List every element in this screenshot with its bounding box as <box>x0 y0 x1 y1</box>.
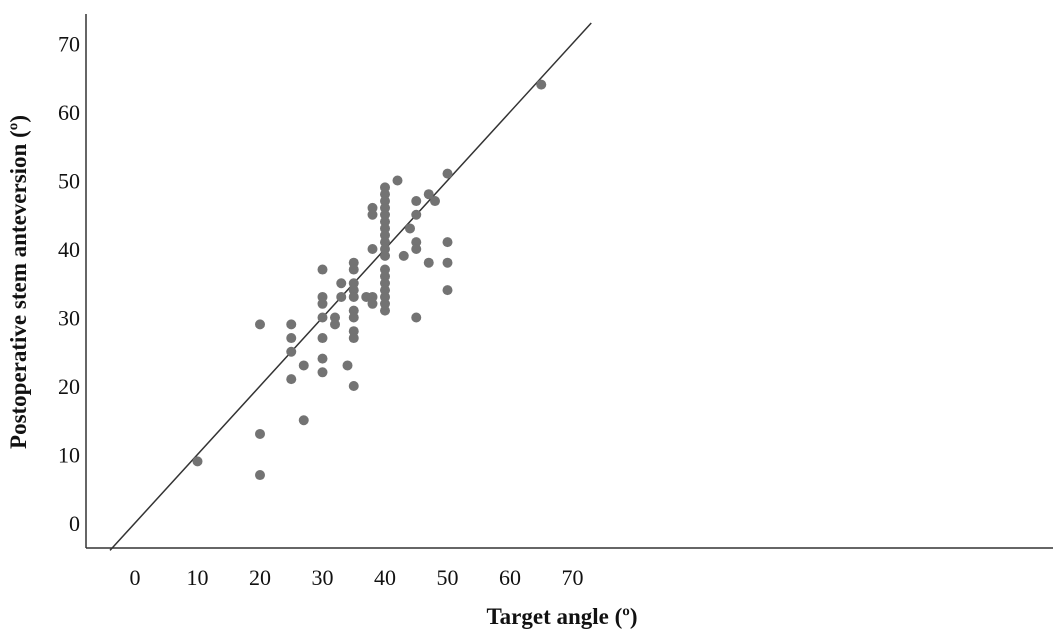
x-tick-label: 30 <box>312 565 334 590</box>
data-point <box>330 312 340 323</box>
data-point <box>336 291 347 302</box>
data-point <box>442 285 453 296</box>
data-point <box>380 230 390 241</box>
data-point <box>317 291 328 302</box>
x-tick-label: 50 <box>437 565 459 590</box>
data-point <box>317 264 328 275</box>
x-tick-label: 40 <box>374 565 396 590</box>
x-tick-label: 0 <box>130 565 141 590</box>
data-point <box>405 223 415 234</box>
data-point <box>317 367 328 378</box>
y-tick-label: 20 <box>58 374 80 399</box>
data-point <box>380 209 390 220</box>
data-point <box>348 333 359 344</box>
data-point <box>367 209 378 220</box>
data-point <box>411 209 422 220</box>
data-point <box>317 353 328 364</box>
x-tick-label: 20 <box>249 565 271 590</box>
data-point <box>380 298 390 309</box>
data-point <box>380 285 390 296</box>
data-point <box>348 291 359 302</box>
y-tick-label: 0 <box>69 511 80 536</box>
data-point <box>367 202 378 213</box>
data-points <box>192 79 547 481</box>
data-point <box>411 196 422 207</box>
x-tick-label: 70 <box>562 565 584 590</box>
data-point <box>348 257 359 268</box>
y-tick-label: 60 <box>58 100 80 125</box>
y-tick-label: 70 <box>58 32 80 57</box>
data-point <box>342 360 353 371</box>
data-point <box>411 312 422 323</box>
data-point <box>380 244 390 254</box>
data-point <box>255 428 265 439</box>
data-point <box>330 319 340 330</box>
data-point <box>367 244 378 254</box>
y-axis-title: Postoperative stem anteversion (º) <box>6 115 31 449</box>
data-point <box>380 182 390 193</box>
data-point <box>536 79 547 90</box>
data-point <box>286 333 297 344</box>
x-tick-label: 60 <box>499 565 521 590</box>
data-point <box>286 319 297 330</box>
data-point <box>192 456 203 467</box>
y-tick-label: 50 <box>58 169 80 194</box>
data-point <box>380 237 390 248</box>
y-tick-label: 40 <box>58 237 80 262</box>
x-axis-title: Target angle (º) <box>486 604 637 629</box>
data-point <box>380 278 390 289</box>
data-point <box>411 244 422 254</box>
data-point <box>348 285 359 296</box>
data-point <box>348 326 359 337</box>
data-point <box>348 264 359 275</box>
data-point <box>380 202 390 213</box>
data-point <box>380 305 390 316</box>
data-point <box>348 278 359 289</box>
data-point <box>380 196 390 207</box>
x-tick-labels: 0 10 20 30 40 50 60 70 <box>130 565 584 590</box>
data-point <box>348 381 359 391</box>
y-tick-label: 30 <box>58 306 80 331</box>
data-point <box>442 168 453 179</box>
y-tick-label: 10 <box>58 443 80 468</box>
data-point <box>380 264 390 275</box>
data-point <box>380 271 390 282</box>
x-tick-label: 10 <box>187 565 209 590</box>
y-tick-labels: 0 10 20 30 40 50 60 70 <box>58 32 80 537</box>
data-point <box>380 291 390 302</box>
data-point <box>380 250 390 261</box>
data-point <box>380 216 390 227</box>
data-point <box>317 333 328 344</box>
data-point <box>286 346 297 357</box>
data-point <box>411 237 422 248</box>
data-point <box>255 470 265 481</box>
data-point <box>380 189 390 200</box>
data-point <box>380 223 390 234</box>
data-point <box>298 415 309 426</box>
data-point <box>336 278 347 289</box>
data-point <box>442 237 453 248</box>
data-point <box>348 312 359 323</box>
data-point <box>423 257 434 268</box>
data-point <box>317 312 328 323</box>
data-point <box>442 257 453 268</box>
data-point <box>367 298 378 309</box>
data-point <box>298 360 309 371</box>
data-point <box>286 374 297 385</box>
data-point <box>317 298 328 309</box>
data-point <box>255 319 265 330</box>
data-point <box>430 196 440 207</box>
data-point <box>392 175 403 186</box>
data-point <box>398 250 409 261</box>
data-point <box>348 305 359 316</box>
data-point <box>367 291 378 302</box>
data-point <box>423 189 434 200</box>
